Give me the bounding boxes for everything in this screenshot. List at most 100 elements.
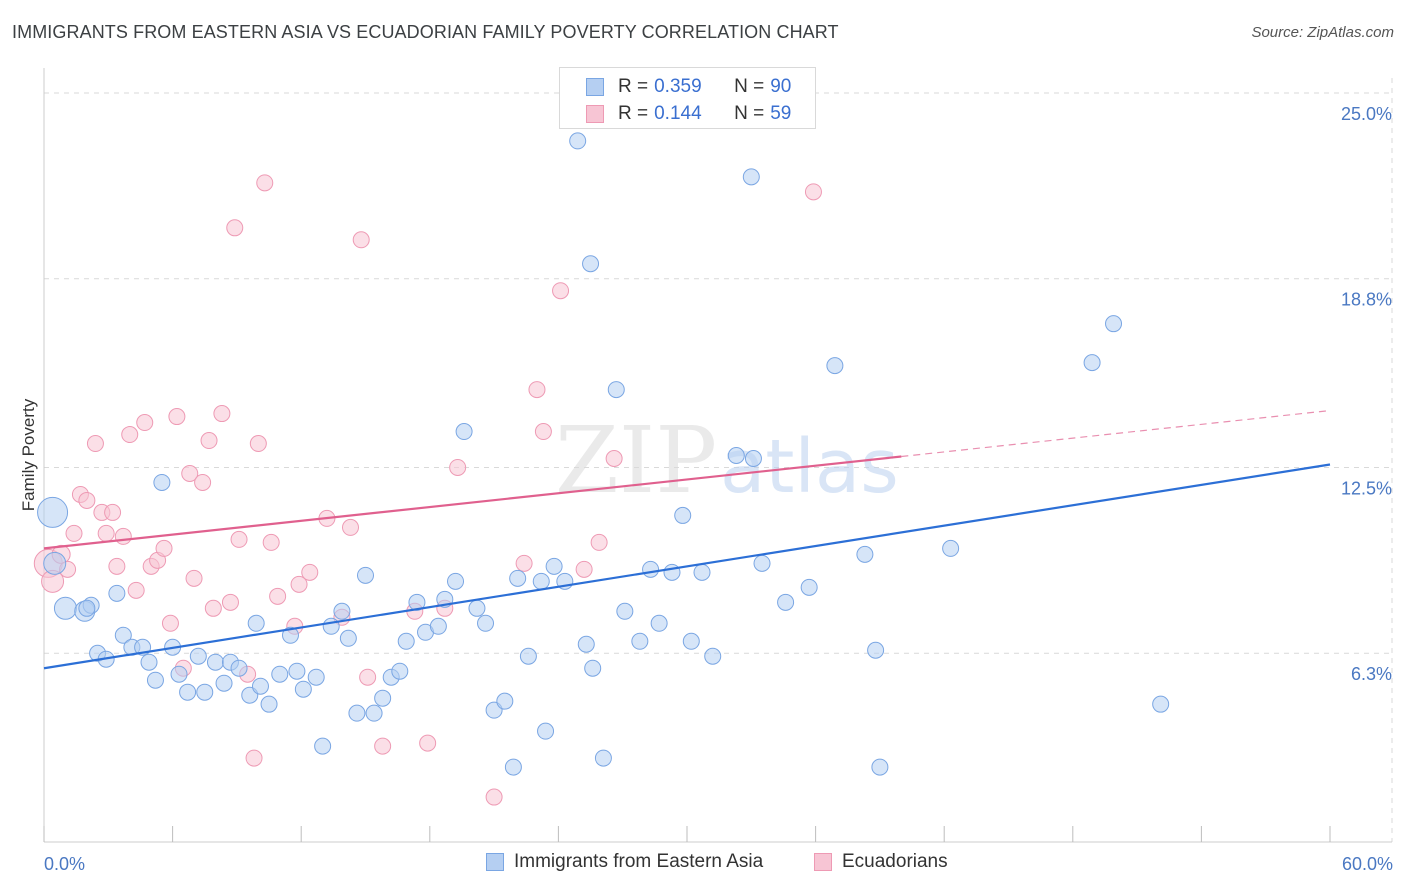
- eastern-asia-point: [742, 168, 760, 186]
- eastern-asia-point: [496, 692, 514, 710]
- ecuadorian-point: [528, 381, 546, 399]
- ecuadorian-point: [104, 503, 122, 521]
- ecuadorian-point: [269, 587, 287, 605]
- ecuadorian-point: [552, 282, 570, 300]
- eastern-asia-point: [230, 659, 248, 677]
- eastern-asia-point: [146, 671, 164, 689]
- legend-r-label: R =: [618, 103, 649, 124]
- eastern-asia-point: [247, 614, 265, 632]
- eastern-asia-point: [348, 704, 366, 722]
- y-tick-label: 12.5%: [1341, 478, 1392, 498]
- legend-swatch-pink: [586, 105, 604, 123]
- eastern-asia-point: [519, 647, 537, 665]
- ecuadorian-point: [121, 426, 139, 444]
- ecuadorian-trendline-extension: [901, 409, 1331, 458]
- eastern-asia-point: [942, 539, 960, 557]
- eastern-asia-point: [569, 132, 587, 150]
- eastern-asia-point: [365, 704, 383, 722]
- ecuadorians-points: [33, 174, 822, 806]
- eastern-asia-point: [140, 653, 158, 671]
- ecuadorian-trendline: [43, 455, 902, 550]
- eastern-asia-point: [537, 722, 555, 740]
- ecuadorian-point: [86, 435, 104, 453]
- legend-r-value: 0.144: [654, 103, 702, 124]
- eastern-asia-point: [594, 749, 612, 767]
- ecuadorian-point: [301, 563, 319, 581]
- ecuadorian-point: [114, 527, 132, 545]
- ecuadorian-point: [341, 518, 359, 536]
- eastern-asia-point: [871, 758, 889, 776]
- ecuadorian-point: [515, 554, 533, 572]
- bottom-legend-label: Immigrants from Eastern Asia: [514, 851, 764, 872]
- ecuadorian-point: [245, 749, 263, 767]
- bottom-swatch-pink: [814, 853, 832, 871]
- legend-swatch-blue: [586, 78, 604, 96]
- ecuadorian-point: [249, 435, 267, 453]
- legend-n-value: 90: [770, 76, 792, 97]
- eastern-asia-point: [294, 680, 312, 698]
- eastern-asia-point: [391, 662, 409, 680]
- eastern-asia-point: [251, 677, 269, 695]
- ecuadorian-point: [181, 464, 199, 482]
- eastern-asia-point: [753, 554, 771, 572]
- ecuadorian-point: [485, 788, 503, 806]
- eastern-asia-point: [37, 496, 69, 528]
- eastern-asia-point: [867, 641, 885, 659]
- ecuadorian-point: [194, 473, 212, 491]
- ecuadorian-point: [136, 414, 154, 432]
- eastern-asia-point: [374, 689, 392, 707]
- eastern-asia-point: [631, 632, 649, 650]
- legend-n-label: N =: [734, 103, 765, 124]
- eastern-asia-point: [260, 695, 278, 713]
- eastern-asia-point: [314, 737, 332, 755]
- eastern-asia-point: [584, 659, 602, 677]
- ecuadorian-point: [65, 524, 83, 542]
- legend-row-ecuadorians: R = 0.144 N = 59: [586, 102, 791, 126]
- eastern-asia-point: [777, 593, 795, 611]
- y-tick-label: 18.8%: [1341, 290, 1392, 310]
- trend-lines: [43, 409, 1331, 670]
- ecuadorian-point: [449, 458, 467, 476]
- ecuadorian-point: [108, 557, 126, 575]
- eastern-asia-point: [357, 566, 374, 584]
- eastern-asia-point: [179, 683, 197, 701]
- eastern-asia-point: [206, 653, 224, 671]
- eastern-asia-point: [53, 596, 77, 620]
- eastern-asia-point: [281, 626, 299, 644]
- y-axis-label: Family Poverty: [19, 398, 38, 511]
- eastern-asia-point: [339, 629, 357, 647]
- chart-title: IMMIGRANTS FROM EASTERN ASIA VS ECUADORI…: [12, 22, 839, 42]
- ecuadorian-point: [226, 219, 244, 237]
- eastern-asia-point: [408, 593, 426, 611]
- ecuadorian-point: [575, 560, 593, 578]
- bottom-legend-label: Ecuadorians: [842, 851, 948, 872]
- eastern-asia-point: [170, 665, 188, 683]
- eastern-asia-point: [455, 423, 473, 441]
- axes: [43, 68, 1392, 843]
- watermark-zip: ZIP: [555, 407, 717, 514]
- eastern-asia-point: [468, 599, 486, 617]
- bottom-swatch-blue: [486, 853, 504, 871]
- ecuadorian-point: [200, 432, 218, 450]
- eastern-asia-point: [153, 473, 171, 491]
- ecuadorian-point: [534, 423, 552, 441]
- eastern-asia-point: [1105, 315, 1123, 333]
- eastern-asia-point: [189, 647, 207, 665]
- eastern-asia-point: [682, 632, 700, 650]
- ecuadorian-point: [374, 737, 392, 755]
- eastern-asia-point: [429, 617, 447, 635]
- eastern-asia-point: [693, 563, 711, 581]
- bottom-legend-eastern-asia: Immigrants from Eastern Asia: [486, 851, 763, 873]
- y-tick-label: 6.3%: [1351, 664, 1392, 684]
- correlation-legend: R = 0.359 N = 90 R = 0.144 N = 59: [559, 67, 816, 129]
- eastern-asia-point: [108, 584, 126, 602]
- ecuadorian-point: [221, 593, 239, 611]
- eastern-asia-point: [447, 572, 465, 590]
- x-tick-label-max: 60.0%: [1342, 854, 1393, 874]
- eastern-asia-point: [800, 578, 818, 596]
- ecuadorian-point: [256, 174, 274, 192]
- bottom-legend-ecuadorians: Ecuadorians: [814, 851, 948, 873]
- ecuadorian-point: [213, 405, 231, 423]
- eastern-asia-point: [307, 668, 325, 686]
- source-label: Source: ZipAtlas.com: [1251, 24, 1394, 41]
